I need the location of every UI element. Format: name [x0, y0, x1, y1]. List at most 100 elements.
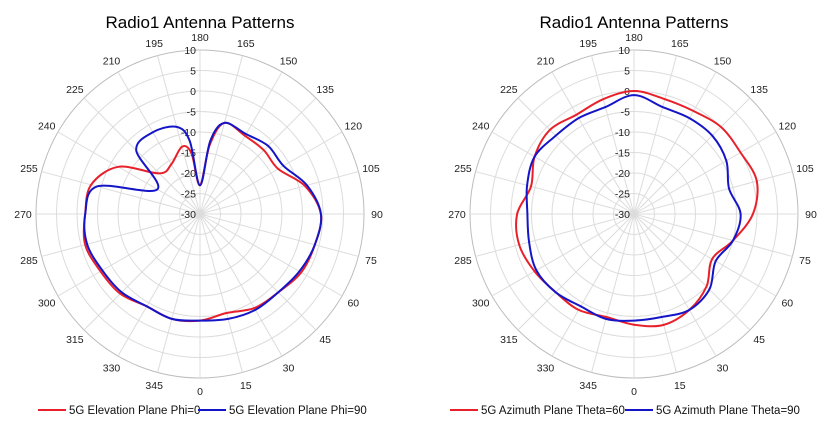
radial-tick-label: 5	[190, 66, 196, 78]
grid-spoke	[475, 213, 635, 257]
grid-spoke	[83, 97, 201, 215]
grid-spoke	[491, 213, 635, 297]
grid-spoke	[199, 213, 343, 297]
angle-tick-label: 270	[448, 209, 466, 221]
angle-tick-label: 60	[781, 298, 793, 310]
angle-tick-label: 150	[714, 56, 732, 68]
angle-tick-label: 180	[191, 32, 209, 44]
series-lines	[82, 121, 323, 323]
grid-spoke	[199, 55, 243, 215]
radial-tick-label: -25	[181, 189, 196, 201]
angle-tick-label: 225	[500, 84, 518, 96]
grid-spoke	[633, 171, 793, 215]
grid-spoke	[551, 213, 635, 357]
angle-tick-label: 60	[347, 298, 359, 310]
angle-tick-label: 345	[579, 380, 597, 392]
angle-tick-label: 330	[537, 362, 555, 374]
angle-tick-label: 75	[799, 255, 811, 267]
radial-tick-label: -5	[187, 107, 196, 119]
grid-spoke	[157, 213, 201, 373]
grid-spoke	[633, 213, 751, 331]
angle-tick-labels: 0153045607590105120135150165180195210225…	[448, 32, 817, 398]
grid-spoke	[41, 213, 201, 257]
angle-tick-label: 300	[38, 298, 56, 310]
angle-tick-label: 0	[631, 386, 637, 398]
polar-grid	[469, 49, 799, 379]
grid-spoke	[199, 71, 283, 215]
angle-tick-label: 195	[579, 38, 597, 50]
grid-spoke	[83, 213, 201, 331]
legend-entry-theta60: 5G Azimuth Plane Theta=60	[481, 405, 625, 417]
angle-tick-label: 135	[750, 84, 768, 96]
grid-spoke	[633, 213, 777, 297]
angle-tick-label: 165	[671, 38, 689, 50]
angle-tick-label: 195	[145, 38, 163, 50]
grid-spoke	[199, 213, 283, 357]
angle-tick-label: 165	[237, 38, 255, 50]
radial-tick-label: -30	[181, 209, 196, 221]
legend-entry-theta90: 5G Azimuth Plane Theta=90	[656, 405, 800, 417]
angle-tick-label: 120	[345, 121, 363, 133]
radial-tick-label: 5	[624, 66, 630, 78]
grid-spoke	[591, 55, 635, 215]
legend-entry-phi0: 5G Elevation Plane Phi=0	[69, 405, 200, 417]
legend: 5G Elevation Plane Phi=0 5G Elevation Pl…	[38, 405, 367, 417]
angle-tick-label: 180	[625, 32, 643, 44]
grid-spoke	[199, 213, 243, 373]
grid-spoke	[41, 171, 201, 215]
legend: 5G Azimuth Plane Theta=60 5G Azimuth Pla…	[450, 405, 800, 417]
angle-tick-label: 300	[472, 298, 490, 310]
radial-tick-label: -30	[615, 209, 630, 221]
grid-spoke	[633, 71, 717, 215]
angle-tick-label: 75	[365, 255, 377, 267]
grid-spoke	[491, 131, 635, 215]
radial-tick-label: -15	[615, 148, 630, 160]
angle-tick-label: 345	[145, 380, 163, 392]
angle-tick-label: 30	[283, 362, 295, 374]
angle-tick-label: 90	[371, 209, 383, 221]
grid-spoke	[517, 213, 635, 331]
polar-chart-azimuth: Radio1 Antenna Patterns 0153045607590105…	[448, 13, 817, 417]
grid-spoke	[199, 171, 359, 215]
angle-tick-label: 0	[197, 386, 203, 398]
grid-spoke	[117, 213, 201, 357]
angle-tick-label: 90	[805, 209, 817, 221]
angle-tick-label: 270	[14, 209, 32, 221]
angle-tick-label: 15	[674, 380, 686, 392]
series-lines	[515, 90, 759, 328]
grid-spoke	[517, 97, 635, 215]
radial-tick-label: -5	[621, 107, 630, 119]
series-line-1	[83, 121, 323, 322]
angle-tick-label: 15	[240, 380, 252, 392]
radial-tick-label: -20	[181, 168, 196, 180]
angle-tick-label: 135	[316, 84, 334, 96]
radial-tick-label: 10	[184, 45, 196, 57]
angle-tick-label: 285	[454, 255, 472, 267]
angle-tick-label: 315	[500, 334, 518, 346]
grid-spoke	[633, 213, 717, 357]
angle-tick-label: 45	[319, 334, 331, 346]
radial-tick-label: -25	[615, 189, 630, 201]
angle-tick-label: 105	[362, 163, 380, 175]
grid-spoke	[633, 213, 677, 373]
chart-title: Radio1 Antenna Patterns	[539, 13, 728, 32]
radial-tick-label: 10	[618, 45, 630, 57]
angle-tick-label: 240	[472, 121, 490, 133]
radial-tick-label: -10	[615, 127, 630, 139]
grid-spoke	[633, 97, 751, 215]
polar-chart-elevation: Radio1 Antenna Patterns 0153045607590105…	[14, 13, 383, 417]
angle-tick-label: 330	[103, 362, 121, 374]
grid-spoke	[57, 213, 201, 297]
grid-spoke	[199, 213, 359, 257]
grid-spoke	[551, 71, 635, 215]
grid-spoke	[199, 131, 343, 215]
grid-spoke	[633, 55, 677, 215]
grid-spoke	[633, 131, 777, 215]
angle-tick-label: 30	[717, 362, 729, 374]
grid-spoke	[633, 213, 793, 257]
angle-tick-label: 45	[753, 334, 765, 346]
angle-tick-labels: 0153045607590105120135150165180195210225…	[14, 32, 383, 398]
angle-tick-label: 255	[454, 163, 472, 175]
grid-spoke	[591, 213, 635, 373]
